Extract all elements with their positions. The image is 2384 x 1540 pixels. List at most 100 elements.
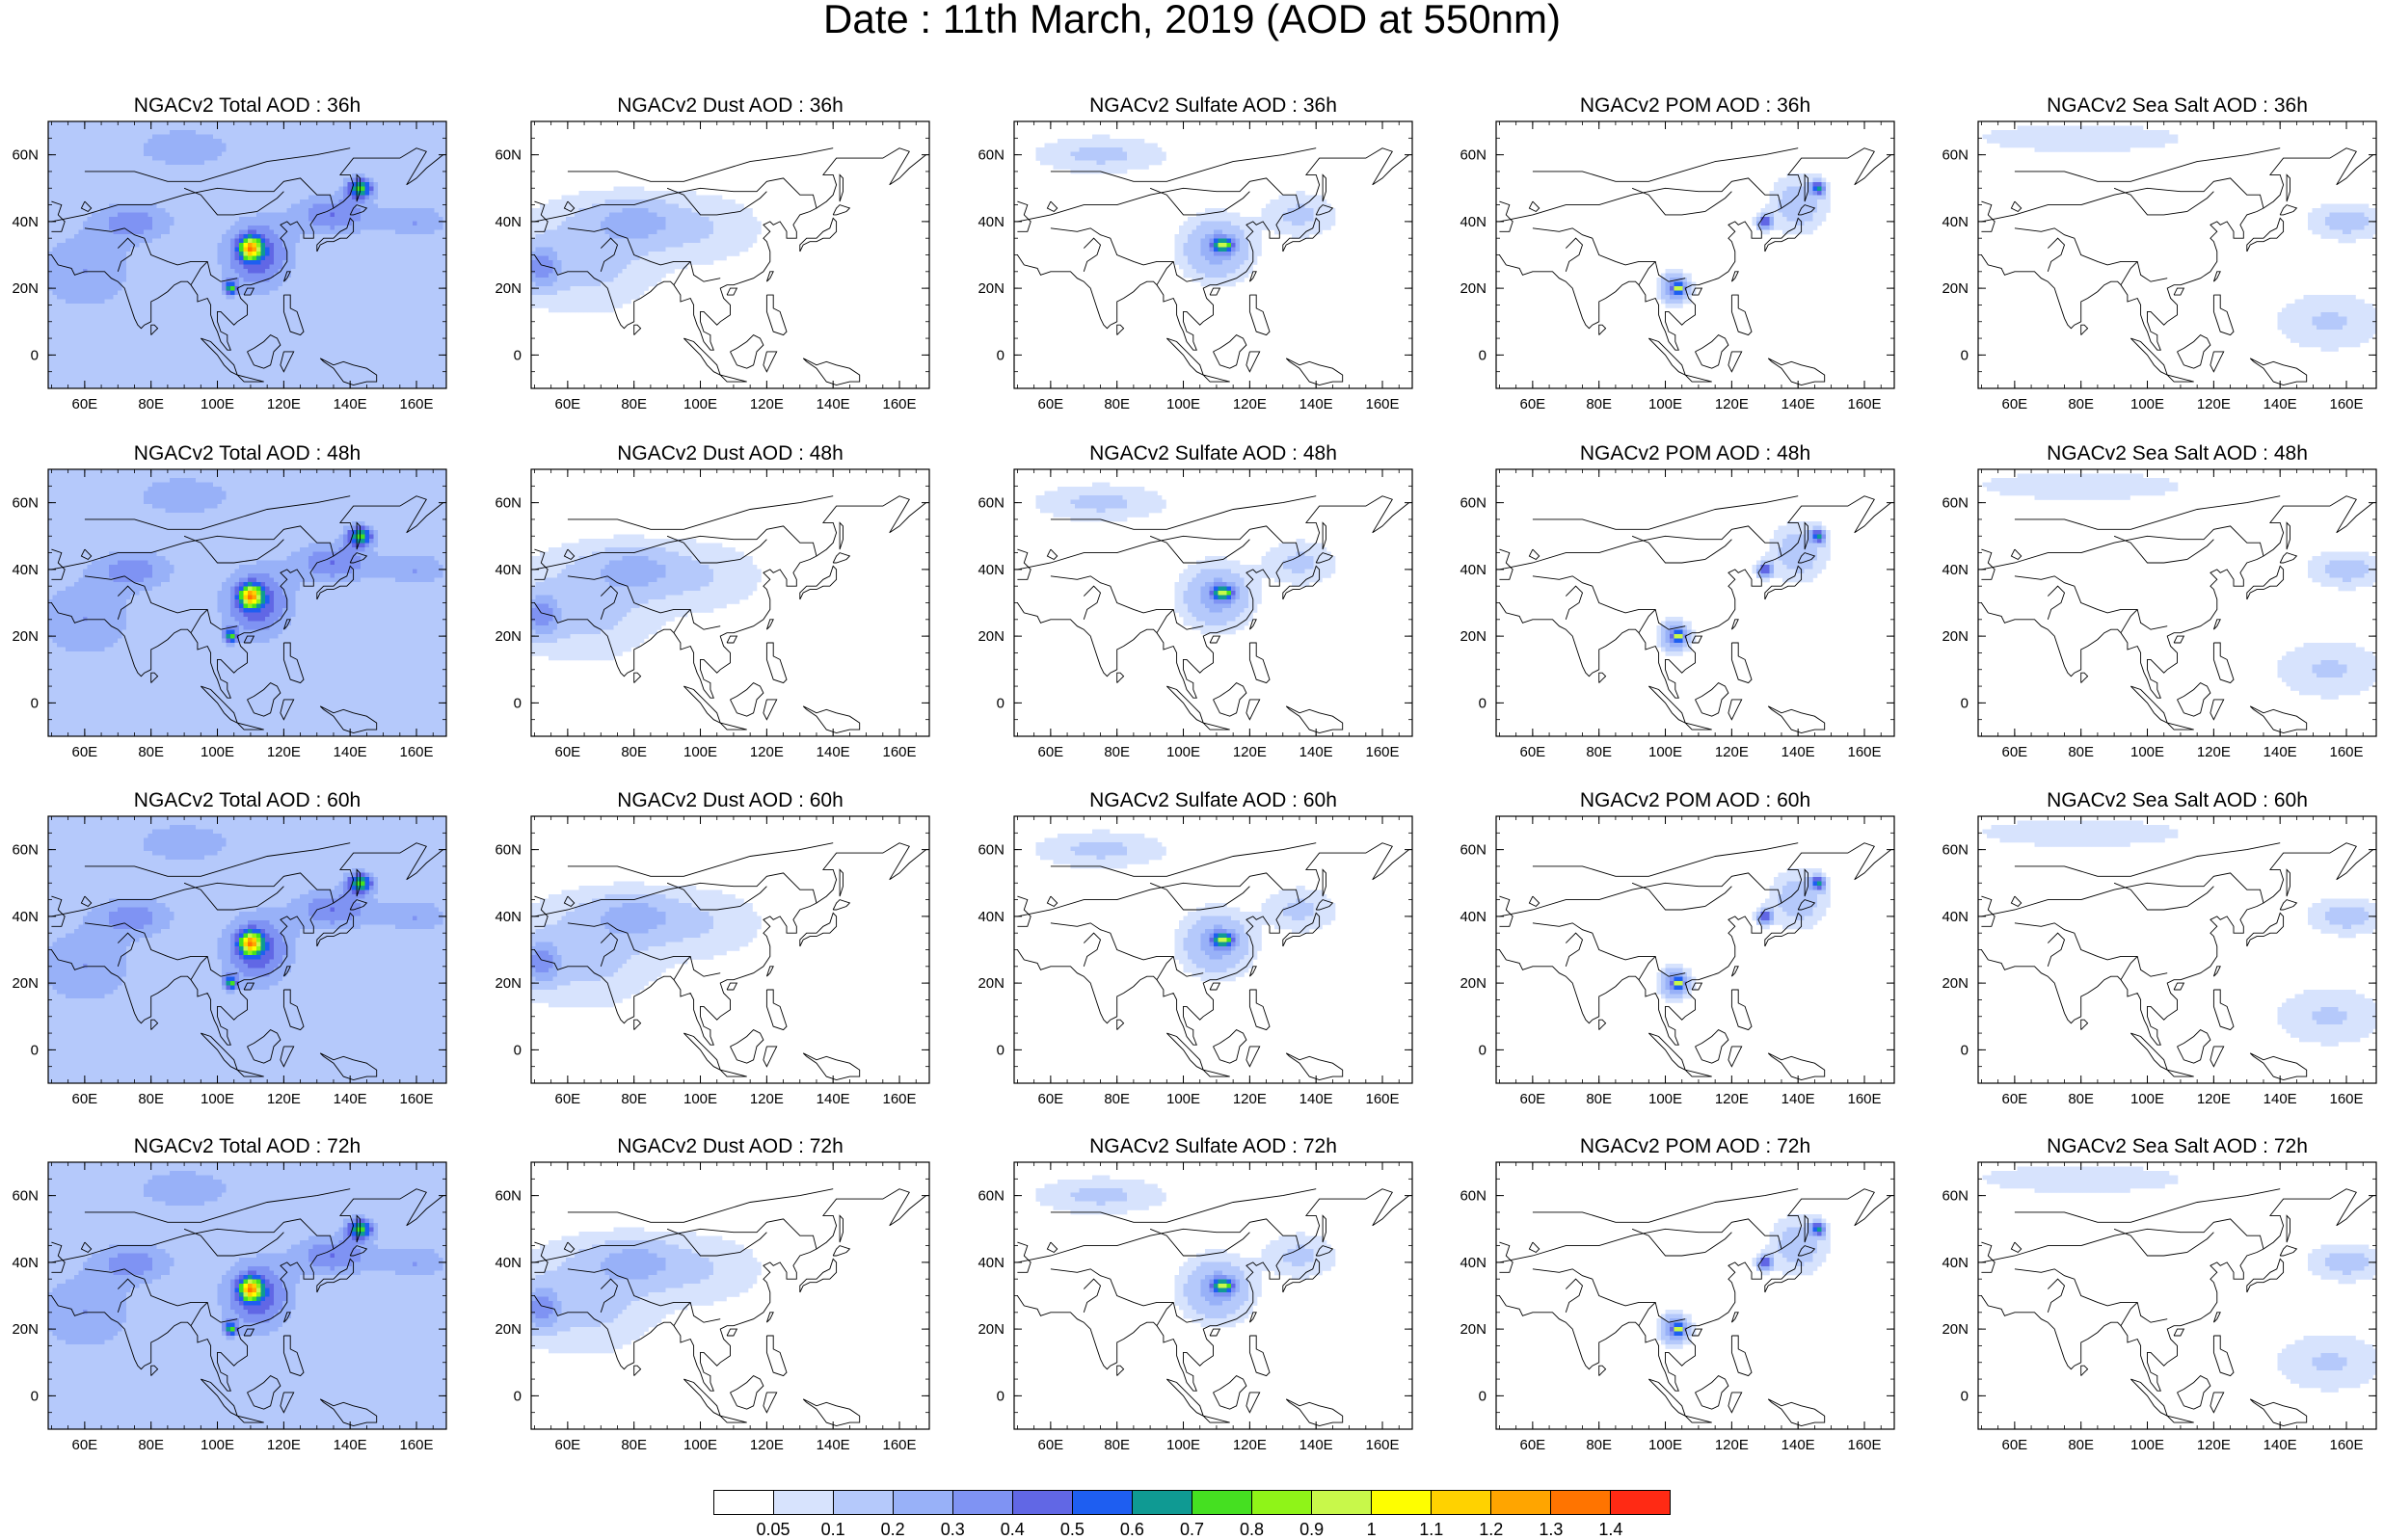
aod-field: [48, 121, 447, 390]
lon-tick-label: 160E: [1848, 744, 1882, 760]
colorbar-label: 0.05: [757, 1521, 790, 1538]
lon-tick-label: 100E: [1166, 396, 1200, 412]
colorbar-swatch: [1491, 1491, 1551, 1514]
lon-tick-label: 80E: [1586, 1437, 1612, 1453]
map-frame: [1496, 121, 1894, 388]
coastlines: [1499, 1189, 1890, 1426]
lat-tick-label: 20N: [495, 1321, 522, 1338]
lat-tick-label: 20N: [978, 628, 1004, 645]
lat-tick-label: 60N: [1942, 1188, 1969, 1205]
colorbar-swatch: [1372, 1491, 1432, 1514]
lon-tick-label: 100E: [683, 396, 717, 412]
lat-tick-label: 60N: [12, 147, 39, 164]
map-frame: [1978, 121, 2376, 388]
lon-tick-label: 140E: [1299, 1437, 1333, 1453]
colorbar-swatch: [774, 1491, 834, 1514]
lat-tick-label: 0: [1479, 1042, 1487, 1058]
lon-tick-label: 80E: [1104, 1437, 1130, 1453]
lat-tick-label: 20N: [12, 628, 39, 645]
lat-tick-label: 40N: [978, 1255, 1004, 1271]
lon-tick-label: 60E: [1038, 1091, 1064, 1107]
lat-tick-label: 60N: [1942, 495, 1969, 512]
colorbar-label: 0.6: [1120, 1521, 1144, 1538]
lon-tick-label: 120E: [1715, 1437, 1749, 1453]
lat-tick-label: 60N: [1460, 1188, 1487, 1205]
lon-tick-label: 100E: [2130, 396, 2164, 412]
map-frame: [1978, 469, 2376, 736]
lat-tick-label: 20N: [1942, 280, 1969, 297]
lon-tick-label: 120E: [2197, 744, 2231, 760]
lon-tick-label: 80E: [1586, 1091, 1612, 1107]
lat-tick-label: 60N: [495, 1188, 522, 1205]
lon-tick-label: 100E: [1648, 1091, 1682, 1107]
lon-tick-label: 100E: [1166, 744, 1200, 760]
lon-tick-label: 140E: [2263, 1091, 2297, 1107]
lat-tick-label: 20N: [12, 1321, 39, 1338]
lat-tick-label: 60N: [1942, 147, 1969, 164]
lat-tick-label: 60N: [978, 842, 1004, 859]
colorbar-label: 1.3: [1539, 1521, 1563, 1538]
lon-tick-label: 100E: [201, 396, 234, 412]
lon-tick-label: 120E: [267, 744, 301, 760]
lon-tick-label: 100E: [201, 744, 234, 760]
lon-tick-label: 140E: [1299, 744, 1333, 760]
lon-tick-label: 80E: [138, 1091, 164, 1107]
lat-tick-label: 20N: [495, 280, 522, 297]
lon-tick-label: 140E: [1781, 1437, 1815, 1453]
colorbar-label: 0.1: [821, 1521, 845, 1538]
lon-tick-label: 140E: [817, 396, 850, 412]
lon-tick-label: 120E: [750, 396, 784, 412]
colorbar-swatch: [1192, 1491, 1252, 1514]
lat-tick-label: 0: [997, 1042, 1004, 1058]
lon-tick-label: 140E: [817, 1091, 850, 1107]
lon-tick-label: 100E: [1648, 1437, 1682, 1453]
lon-tick-label: 100E: [1648, 744, 1682, 760]
lat-tick-label: 40N: [978, 214, 1004, 230]
panel-title: NGACv2 Dust AOD : 48h: [617, 442, 844, 465]
lon-tick-label: 80E: [1104, 396, 1130, 412]
lat-tick-label: 0: [1961, 1388, 1969, 1404]
lat-tick-label: 0: [1961, 695, 1969, 711]
lat-tick-label: 40N: [1942, 214, 1969, 230]
lat-tick-label: 40N: [12, 1255, 39, 1271]
lon-tick-label: 60E: [72, 744, 98, 760]
colorbar-swatch: [1252, 1491, 1312, 1514]
lon-tick-label: 100E: [2130, 1437, 2164, 1453]
lat-tick-label: 20N: [1460, 975, 1487, 992]
panel-title: NGACv2 POM AOD : 36h: [1580, 94, 1810, 117]
lat-tick-label: 60N: [978, 147, 1004, 164]
lon-tick-label: 80E: [621, 396, 647, 412]
lon-tick-label: 80E: [621, 744, 647, 760]
colorbar: [713, 1490, 1671, 1515]
lat-tick-label: 40N: [495, 562, 522, 578]
lon-tick-label: 160E: [400, 1091, 434, 1107]
aod-field: [1036, 135, 1336, 287]
lat-tick-label: 40N: [12, 562, 39, 578]
lon-tick-label: 120E: [1233, 1437, 1267, 1453]
lon-tick-label: 80E: [621, 1091, 647, 1107]
panel-title: NGACv2 Sulfate AOD : 36h: [1089, 94, 1337, 117]
lon-tick-label: 160E: [1848, 396, 1882, 412]
lon-tick-label: 60E: [555, 396, 581, 412]
lon-tick-label: 60E: [1520, 1091, 1546, 1107]
lon-tick-label: 80E: [2068, 1437, 2094, 1453]
lat-tick-label: 40N: [1460, 214, 1487, 230]
panel-title: NGACv2 Sea Salt AOD : 36h: [2047, 94, 2308, 117]
colorbar-swatch: [1551, 1491, 1611, 1514]
lon-tick-label: 160E: [2330, 1091, 2364, 1107]
colorbar-swatch: [834, 1491, 894, 1514]
lon-tick-label: 60E: [555, 1091, 581, 1107]
aod-field: [1036, 483, 1336, 635]
lat-tick-label: 0: [31, 1042, 39, 1058]
